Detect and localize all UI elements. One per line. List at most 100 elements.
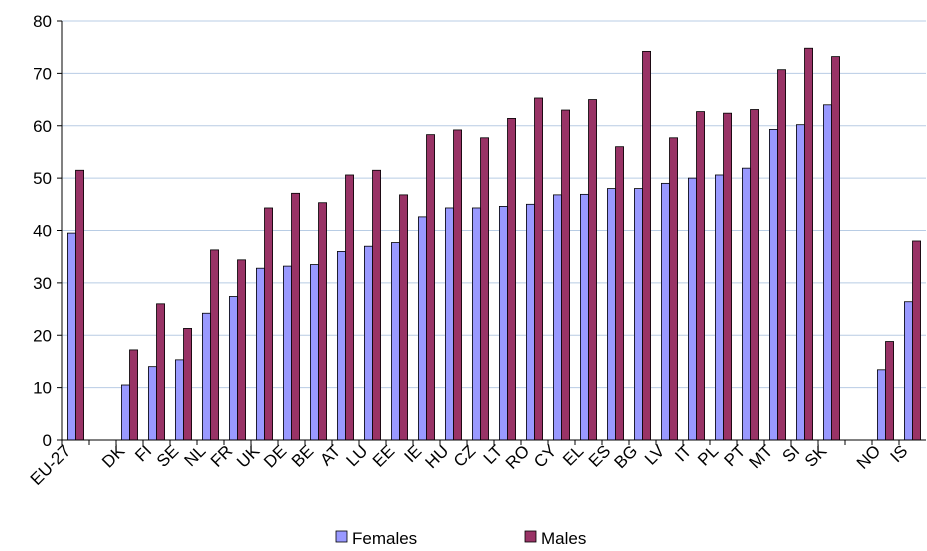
bar	[183, 328, 193, 441]
y-tick-label: 20	[33, 326, 52, 345]
x-tick-label: HU	[422, 441, 453, 472]
bar	[588, 99, 598, 441]
bar	[147, 366, 157, 441]
x-tick-label: IS	[887, 441, 912, 466]
x-tick-label: AT	[316, 441, 344, 469]
bar	[453, 129, 463, 441]
bar	[75, 169, 85, 441]
bar	[688, 177, 697, 441]
bar	[750, 109, 760, 441]
y-tick-label: 40	[33, 222, 52, 241]
bar	[201, 312, 211, 441]
bar	[634, 188, 643, 441]
x-tick-label: NO	[853, 441, 884, 472]
bar	[507, 118, 517, 441]
x-tick-label: LV	[641, 441, 669, 469]
bar	[661, 182, 670, 441]
bar	[796, 124, 805, 441]
bar	[309, 264, 319, 441]
bar	[480, 137, 490, 441]
bar	[237, 259, 247, 441]
x-tick-label: PL	[694, 441, 722, 469]
x-tick-label: UK	[233, 441, 264, 472]
bar	[715, 174, 724, 441]
y-tick-label: 70	[33, 64, 52, 83]
bar	[291, 192, 301, 441]
x-tick-label: RO	[502, 441, 533, 472]
x-tick-label: IT	[671, 441, 695, 465]
bar	[804, 47, 814, 441]
x-tick-label: LT	[480, 441, 507, 468]
legend-swatch	[524, 530, 537, 543]
bar	[498, 206, 508, 441]
bar	[471, 207, 481, 441]
bar	[553, 194, 562, 441]
y-tick-label: 80	[33, 12, 52, 31]
bar	[174, 359, 184, 441]
y-tick-label: 50	[33, 169, 52, 188]
bar	[426, 134, 436, 441]
bar	[742, 167, 751, 441]
bar	[399, 194, 409, 441]
legend-label: Females	[352, 529, 417, 548]
bar	[156, 303, 166, 441]
x-tick-label: FR	[207, 441, 236, 470]
bar	[210, 249, 220, 441]
bar	[228, 296, 238, 441]
x-tick-label: BG	[611, 441, 642, 472]
x-tick-label: SI	[779, 441, 804, 466]
x-tick-label: MT	[746, 441, 777, 472]
x-tick-label: PT	[721, 441, 750, 470]
y-tick-label: 0	[43, 431, 52, 450]
bar	[885, 341, 895, 441]
bar	[345, 174, 355, 441]
legend-swatch	[335, 530, 348, 543]
x-tick-label: EE	[369, 441, 398, 470]
x-tick-label: IE	[401, 441, 426, 466]
x-tick-label: BE	[288, 441, 317, 470]
bar	[417, 216, 427, 441]
bar	[669, 137, 679, 441]
x-tick-label: SK	[801, 441, 831, 471]
bar	[831, 56, 841, 441]
bar	[264, 207, 274, 441]
bar	[255, 267, 265, 441]
bar	[615, 146, 625, 441]
bar	[696, 111, 706, 441]
legend-label: Males	[541, 529, 586, 548]
bar	[607, 188, 616, 441]
y-tick-label: 30	[33, 274, 52, 293]
bar	[363, 245, 373, 441]
bar	[580, 193, 589, 441]
x-tick-label: CY	[530, 441, 560, 471]
x-tick-label: DK	[98, 441, 129, 472]
bar	[769, 129, 778, 441]
x-tick-label: ES	[585, 441, 614, 470]
bar	[904, 301, 913, 441]
bar	[336, 251, 346, 441]
bar	[318, 202, 328, 441]
bar	[877, 369, 886, 441]
bar	[823, 104, 832, 441]
y-tick-label: 10	[33, 379, 52, 398]
bar	[282, 265, 292, 441]
bar	[642, 50, 652, 441]
x-tick-label: SE	[153, 441, 182, 470]
y-tick-label: 60	[33, 117, 52, 136]
x-tick-label: EL	[559, 441, 587, 469]
bar	[444, 207, 454, 441]
bar	[67, 232, 76, 441]
x-tick-label: CZ	[450, 441, 479, 470]
bar	[129, 349, 139, 441]
x-tick-label: FI	[131, 441, 155, 465]
bar	[526, 203, 535, 441]
bar	[390, 242, 400, 441]
bar	[723, 112, 733, 441]
x-tick-label: DE	[260, 441, 290, 471]
bar	[121, 384, 130, 441]
bar	[561, 109, 571, 441]
bar	[912, 240, 922, 441]
bar	[777, 69, 787, 441]
bar	[372, 169, 382, 441]
